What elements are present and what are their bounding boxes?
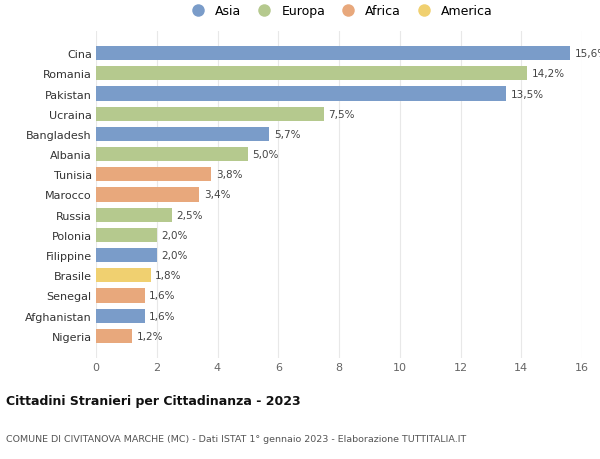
Bar [96,329,133,343]
Legend: Asia, Europa, Africa, America: Asia, Europa, Africa, America [182,2,496,21]
Text: 5,0%: 5,0% [253,150,279,160]
Bar [96,148,248,162]
Bar [96,269,151,283]
Bar [96,67,527,81]
Bar [96,188,199,202]
Bar [96,107,324,122]
Text: 1,6%: 1,6% [149,291,176,301]
Bar [96,309,145,323]
Bar [96,228,157,242]
Bar [96,128,269,142]
Text: COMUNE DI CIVITANOVA MARCHE (MC) - Dati ISTAT 1° gennaio 2023 - Elaborazione TUT: COMUNE DI CIVITANOVA MARCHE (MC) - Dati … [6,434,466,442]
Text: Cittadini Stranieri per Cittadinanza - 2023: Cittadini Stranieri per Cittadinanza - 2… [6,394,301,407]
Text: 1,8%: 1,8% [155,271,182,281]
Bar [96,208,172,222]
Text: 1,2%: 1,2% [137,331,164,341]
Text: 14,2%: 14,2% [532,69,565,79]
Text: 2,0%: 2,0% [161,230,188,241]
Text: 2,0%: 2,0% [161,251,188,261]
Text: 2,5%: 2,5% [176,210,203,220]
Text: 3,8%: 3,8% [216,170,242,180]
Text: 3,4%: 3,4% [204,190,230,200]
Bar [96,168,211,182]
Text: 7,5%: 7,5% [328,109,355,119]
Bar [96,248,157,263]
Bar [96,87,506,101]
Text: 5,7%: 5,7% [274,129,300,140]
Text: 1,6%: 1,6% [149,311,176,321]
Bar [96,47,570,61]
Text: 13,5%: 13,5% [511,90,544,99]
Text: 15,6%: 15,6% [574,49,600,59]
Bar [96,289,145,303]
